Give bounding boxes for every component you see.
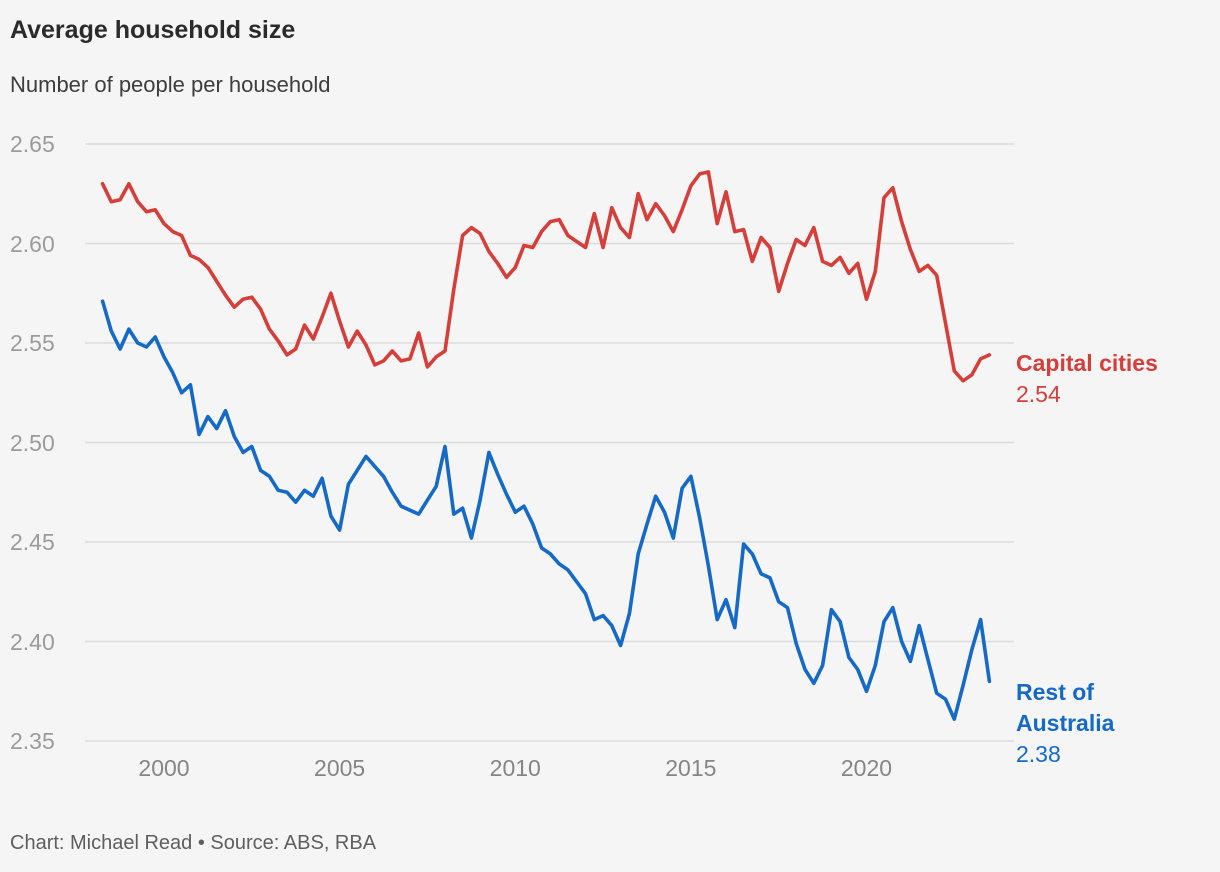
rest-of-australia-latest-value: 2.38 <box>1016 741 1061 767</box>
chart-title: Average household size <box>10 16 296 44</box>
y-axis-tick-label: 2.40 <box>10 628 55 655</box>
rest-of-australia-label-line1: Rest of <box>1016 679 1094 705</box>
capital-cities-line <box>100 170 992 383</box>
series-label-capital-cities: Capital cities 2.54 <box>1016 348 1216 410</box>
y-axis-tick-label: 2.65 <box>10 131 55 157</box>
chart-subtitle: Number of people per household <box>10 72 331 97</box>
capital-cities-label: Capital cities <box>1016 350 1158 376</box>
x-axis-tick-label: 2005 <box>314 755 366 781</box>
y-axis-tick-label: 2.50 <box>10 429 55 456</box>
y-axis-tick-label: 2.35 <box>10 728 55 754</box>
rest-of-australia-label-line2: Australia <box>1016 710 1115 736</box>
x-axis-tick-label: 2015 <box>665 755 717 781</box>
x-axis-tick-label: 2000 <box>138 755 190 781</box>
rest-of-australia-line <box>100 299 992 721</box>
chart-caption: Chart: Michael Read • Source: ABS, RBA <box>10 832 377 854</box>
y-axis-tick-label: 2.45 <box>10 529 55 555</box>
x-axis-tick-label: 2010 <box>489 755 541 781</box>
y-axis-tick-label: 2.55 <box>10 330 55 356</box>
y-axis-tick-label: 2.60 <box>10 230 55 257</box>
series-label-rest-of-australia: Rest of Australia 2.38 <box>1016 677 1216 770</box>
x-axis-tick-label: 2020 <box>840 755 893 781</box>
capital-cities-latest-value: 2.54 <box>1016 381 1061 407</box>
